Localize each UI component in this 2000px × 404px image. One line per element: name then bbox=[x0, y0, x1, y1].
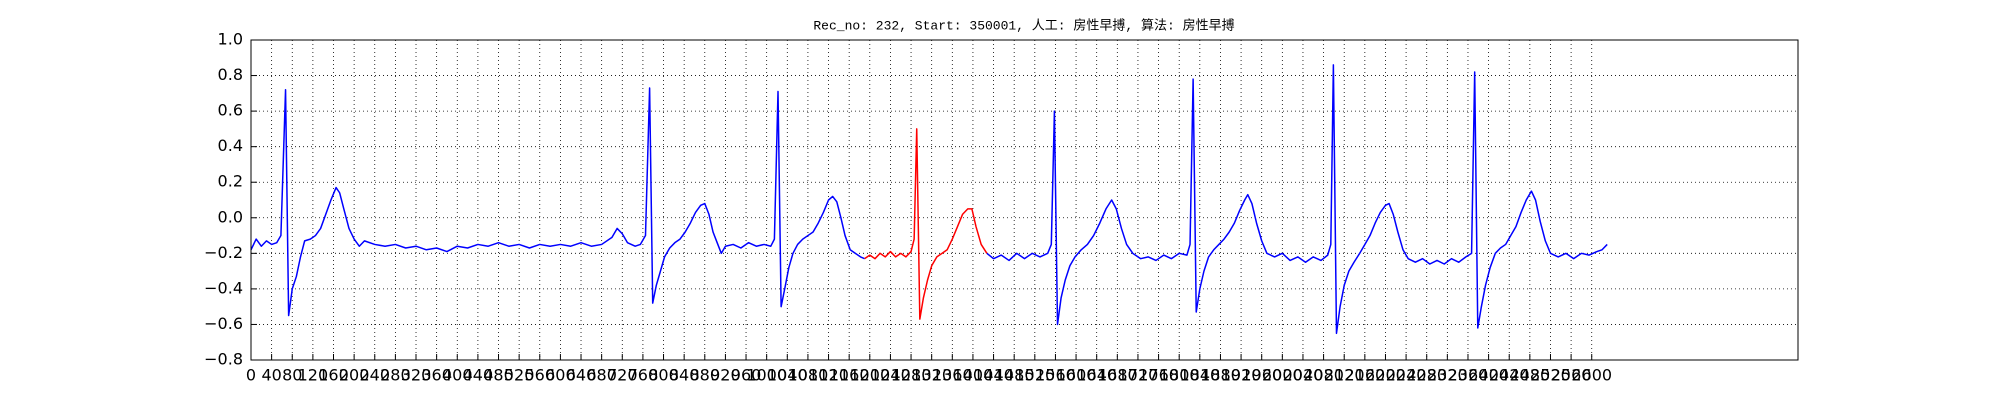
x-tick-label: 2600 bbox=[1571, 366, 1612, 385]
x-tick-label: 2160 bbox=[1344, 366, 1385, 385]
y-tick-label: 0.2 bbox=[218, 172, 243, 191]
x-tick-label: 600 bbox=[545, 366, 576, 385]
x-tick-label: 1400 bbox=[953, 366, 994, 385]
x-tick-label: 2520 bbox=[1530, 366, 1571, 385]
x-tick-label: 1080 bbox=[788, 366, 829, 385]
x-tick-label: 920 bbox=[710, 366, 741, 385]
x-tick-label: 2360 bbox=[1448, 366, 1489, 385]
y-tick-label: 0.4 bbox=[218, 136, 243, 155]
x-tick-label: 2080 bbox=[1303, 366, 1344, 385]
ecg-line bbox=[864, 128, 988, 320]
x-tick-label: 680 bbox=[586, 366, 617, 385]
y-tick-label: −0.2 bbox=[204, 243, 243, 262]
x-tick-label: 1600 bbox=[1056, 366, 1097, 385]
x-tick-label: 2480 bbox=[1509, 366, 1550, 385]
x-tick-label: 2440 bbox=[1489, 366, 1530, 385]
x-tick-label: 1880 bbox=[1200, 366, 1241, 385]
x-tick-label: 760 bbox=[628, 366, 659, 385]
x-tick-label: 520 bbox=[504, 366, 535, 385]
y-tick-label: 1.0 bbox=[218, 30, 243, 49]
x-tick-label: 2400 bbox=[1468, 366, 1509, 385]
y-tick-label: 0.6 bbox=[218, 101, 243, 120]
x-tick-label: 800 bbox=[648, 366, 679, 385]
x-tick-label: 120 bbox=[298, 366, 329, 385]
x-tick-label: 2240 bbox=[1386, 366, 1427, 385]
y-tick-label: 0.0 bbox=[218, 207, 243, 226]
x-tick-label: 1960 bbox=[1241, 366, 1282, 385]
x-tick-label: 360 bbox=[421, 366, 452, 385]
x-tick-label: 1520 bbox=[1014, 366, 1055, 385]
ecg-line bbox=[250, 64, 1608, 335]
x-tick-label: 80 bbox=[282, 366, 302, 385]
x-tick-label: 1280 bbox=[891, 366, 932, 385]
chart-title: Rec_no: 232, Start: 350001, 人工: 房性早搏, 算法… bbox=[813, 17, 1234, 33]
x-tick-label: 1560 bbox=[1035, 366, 1076, 385]
x-tick-label: 2320 bbox=[1427, 366, 1468, 385]
x-tick-label: 400 bbox=[442, 366, 473, 385]
x-tick-label: 280 bbox=[380, 366, 411, 385]
x-tick-label: 1480 bbox=[994, 366, 1035, 385]
x-tick-label: 1840 bbox=[1179, 366, 1220, 385]
x-tick-label: 1720 bbox=[1118, 366, 1159, 385]
x-tick-label: 1200 bbox=[849, 366, 890, 385]
x-tick-label: 880 bbox=[690, 366, 721, 385]
x-tick-label: 1120 bbox=[808, 366, 849, 385]
x-tick-label: 0 bbox=[246, 366, 256, 385]
x-tick-label: 160 bbox=[318, 366, 349, 385]
x-tick-label: 1760 bbox=[1138, 366, 1179, 385]
x-tick-label: 1800 bbox=[1159, 366, 1200, 385]
x-tick-label: 1680 bbox=[1097, 366, 1138, 385]
x-tick-label: 1920 bbox=[1221, 366, 1262, 385]
x-tick-label: 480 bbox=[483, 366, 514, 385]
x-tick-label: 1360 bbox=[932, 366, 973, 385]
y-tick-label: −0.6 bbox=[204, 314, 243, 333]
x-tick-label: 1240 bbox=[870, 366, 911, 385]
x-tick-label: 1640 bbox=[1076, 366, 1117, 385]
x-tick-label: 320 bbox=[401, 366, 432, 385]
y-tick-label: −0.4 bbox=[204, 278, 243, 297]
x-tick-label: 960 bbox=[731, 366, 762, 385]
x-tick-label: 2120 bbox=[1324, 366, 1365, 385]
x-tick-label: 200 bbox=[339, 366, 370, 385]
x-tick-label: 1320 bbox=[911, 366, 952, 385]
x-tick-label: 2560 bbox=[1551, 366, 1592, 385]
y-tick-label: −0.8 bbox=[204, 350, 243, 369]
x-tick-label: 2040 bbox=[1283, 366, 1324, 385]
x-tick-label: 2000 bbox=[1262, 366, 1303, 385]
x-tick-label: 440 bbox=[463, 366, 494, 385]
x-tick-label: 1440 bbox=[973, 366, 1014, 385]
x-tick-label: 720 bbox=[607, 366, 638, 385]
x-tick-label: 240 bbox=[359, 366, 390, 385]
x-tick-label: 1160 bbox=[829, 366, 870, 385]
x-tick-label: 1000 bbox=[746, 366, 787, 385]
x-tick-label: 40 bbox=[261, 366, 281, 385]
y-tick-label: 0.8 bbox=[218, 65, 243, 84]
x-tick-label: 560 bbox=[524, 366, 555, 385]
x-tick-label: 840 bbox=[669, 366, 700, 385]
plot-frame bbox=[250, 39, 1799, 361]
x-tick-label: 2280 bbox=[1406, 366, 1447, 385]
x-tick-label: 640 bbox=[566, 366, 597, 385]
x-tick-label: 1040 bbox=[767, 366, 808, 385]
x-tick-label: 2200 bbox=[1365, 366, 1406, 385]
